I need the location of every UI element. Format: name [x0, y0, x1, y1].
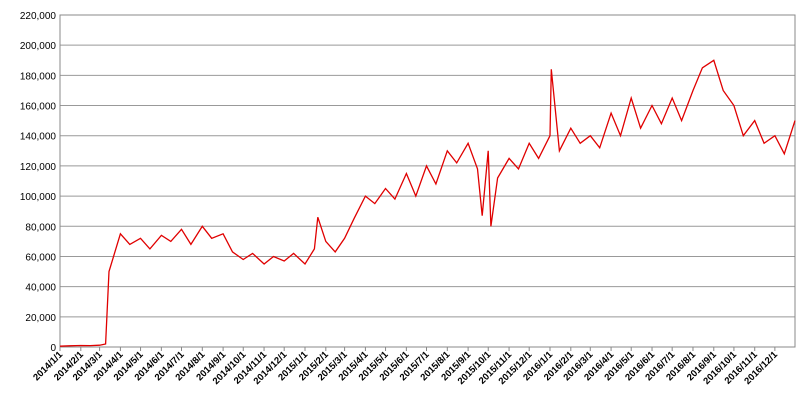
y-tick-label: 40,000	[25, 283, 56, 294]
line-series	[59, 59, 796, 347]
y-tick-label: 80,000	[25, 222, 56, 233]
y-tick-label: 180,000	[20, 71, 57, 82]
y-tick-label: 20,000	[25, 313, 56, 324]
y-tick-label: 120,000	[20, 162, 57, 173]
y-tick-label: 60,000	[25, 252, 56, 263]
y-tick-label: 160,000	[20, 102, 57, 113]
y-tick-label: 200,000	[20, 41, 57, 52]
y-tick-label: 220,000	[20, 11, 57, 22]
y-tick-label: 0	[50, 343, 56, 354]
plot-border	[59, 14, 796, 348]
y-tick-label: 100,000	[20, 192, 57, 203]
y-tick-label: 140,000	[20, 132, 57, 143]
